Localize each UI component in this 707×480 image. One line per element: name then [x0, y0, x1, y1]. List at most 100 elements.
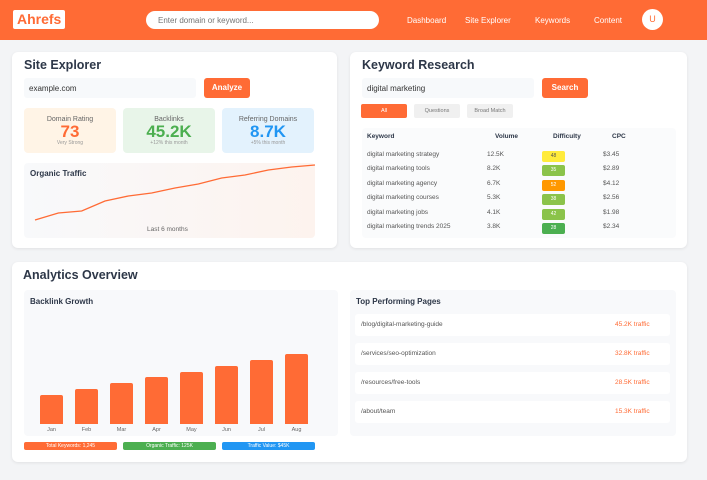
- logo[interactable]: Ahrefs: [13, 10, 66, 29]
- x-tick-label: Aug: [291, 427, 302, 433]
- keyword-input[interactable]: [362, 78, 534, 98]
- stat-label: Domain Rating: [46, 116, 94, 123]
- legend-item: Total Keywords: 1,245: [24, 442, 117, 450]
- keyword-row[interactable]: digital marketing tools 8.2K 35 $2.89: [367, 165, 667, 179]
- col-cpc[interactable]: CPC: [612, 133, 626, 140]
- keyword-cell: digital marketing courses: [367, 194, 439, 202]
- page-path[interactable]: /about/team: [361, 408, 396, 415]
- cpc-cell: $1.98: [603, 208, 620, 216]
- domain-input[interactable]: [24, 78, 196, 98]
- x-tick-label: Jan: [47, 427, 56, 433]
- volume-cell: 4.1K: [487, 208, 501, 216]
- difficulty-badge: 48: [542, 151, 565, 162]
- top-page-item[interactable]: /about/team 15.3K traffic: [355, 401, 670, 423]
- stat-sub: Very Strong: [56, 140, 84, 146]
- nav-dashboard[interactable]: Dashboard: [407, 16, 447, 25]
- organic-traffic-panel: [24, 163, 315, 238]
- col-difficulty[interactable]: Difficulty: [553, 133, 581, 140]
- stat-sub: +5% this month: [250, 140, 286, 146]
- page-traffic: 15.3K traffic: [615, 408, 650, 415]
- keyword-row[interactable]: digital marketing courses 5.3K 38 $2.56: [367, 194, 667, 208]
- difficulty-badge: 35: [542, 165, 565, 177]
- keyword-row[interactable]: digital marketing trends 2025 3.8K 28 $2…: [367, 223, 667, 237]
- keyword-row[interactable]: digital marketing jobs 4.1K 42 $1.98: [367, 208, 667, 223]
- keyword-row[interactable]: digital marketing agency 6.7K 52 $4.12: [367, 179, 667, 194]
- bar-feb[interactable]: [75, 389, 98, 424]
- page-traffic: 32.8K traffic: [615, 350, 650, 357]
- page-path[interactable]: /services/seo-optimization: [361, 350, 436, 357]
- cpc-cell: $4.12: [603, 179, 620, 187]
- x-tick-label: Apr: [152, 427, 161, 433]
- bar-apr[interactable]: [145, 377, 168, 424]
- avatar[interactable]: U: [642, 9, 663, 30]
- top-page-item[interactable]: /blog/digital-marketing-guide 45.2K traf…: [355, 314, 670, 336]
- stat-label: Backlinks: [154, 116, 184, 123]
- volume-cell: 3.8K: [487, 223, 501, 230]
- page-path[interactable]: /resources/free-tools: [361, 379, 421, 386]
- col-keyword[interactable]: Keyword: [367, 133, 395, 140]
- x-tick-label: Feb: [81, 427, 92, 433]
- x-tick-label: Mar: [116, 427, 127, 433]
- stat-card: Referring Domains 8.7K +5% this month: [222, 108, 314, 153]
- x-tick-label: Jun: [222, 427, 231, 433]
- keyword-table: [362, 128, 676, 238]
- stat-card: Backlinks 45.2K +12% this month: [123, 108, 215, 153]
- keyword-cell: digital marketing strategy: [367, 151, 440, 158]
- search-button[interactable]: Search: [542, 78, 588, 98]
- difficulty-badge: 42: [542, 208, 565, 220]
- volume-cell: 6.7K: [487, 179, 501, 187]
- analyze-button[interactable]: Analyze: [204, 78, 250, 98]
- nav-content[interactable]: Content: [594, 16, 623, 25]
- keyword-cell: digital marketing agency: [367, 179, 438, 187]
- stat-label: Referring Domains: [238, 116, 298, 123]
- keyword-row[interactable]: digital marketing strategy 12.5K 48 $3.4…: [367, 151, 667, 165]
- difficulty-badge: 28: [542, 223, 565, 234]
- bar-jul[interactable]: [250, 359, 273, 424]
- stat-sub: +12% this month: [150, 140, 188, 146]
- stat-value: 45.2K: [146, 122, 192, 141]
- bar-jun[interactable]: [215, 365, 238, 424]
- organic-traffic-title: Organic Traffic: [30, 169, 87, 178]
- bar-may[interactable]: [180, 371, 203, 424]
- bar-jan[interactable]: [40, 394, 63, 424]
- page-traffic: 28.5K traffic: [615, 379, 650, 386]
- keyword-cell: digital marketing tools: [367, 165, 430, 173]
- top-page-item[interactable]: /resources/free-tools 28.5K traffic: [355, 372, 670, 394]
- traffic-line: [34, 164, 316, 221]
- keyword-cell: digital marketing jobs: [367, 208, 429, 216]
- keyword-cell: digital marketing trends 2025: [367, 223, 451, 230]
- filter-broad-match[interactable]: Broad Match: [467, 104, 513, 118]
- volume-cell: 8.2K: [487, 165, 501, 173]
- traffic-caption: Last 6 months: [147, 226, 188, 233]
- volume-cell: 5.3K: [487, 194, 501, 202]
- filter-questions[interactable]: Questions: [414, 104, 460, 118]
- cpc-cell: $3.45: [603, 151, 620, 158]
- analytics-title: Analytics Overview: [23, 268, 138, 282]
- legend-item: Traffic Value: $45K: [222, 442, 315, 450]
- bar-aug[interactable]: [285, 354, 308, 424]
- difficulty-badge: 38: [542, 194, 565, 206]
- page-path[interactable]: /blog/digital-marketing-guide: [361, 321, 443, 328]
- filter-all[interactable]: All: [361, 104, 407, 118]
- stat-value: 8.7K: [250, 122, 286, 141]
- nav-site-explorer[interactable]: Site Explorer: [465, 16, 511, 25]
- site-explorer-title: Site Explorer: [24, 58, 102, 72]
- volume-cell: 12.5K: [487, 151, 504, 158]
- bar-mar[interactable]: [110, 383, 133, 424]
- cpc-cell: $2.56: [603, 194, 620, 202]
- difficulty-badge: 52: [542, 179, 565, 191]
- header-search-input[interactable]: [146, 11, 379, 29]
- cpc-cell: $2.89: [603, 165, 620, 173]
- stat-value: 73: [60, 122, 80, 141]
- stat-card: Domain Rating 73 Very Strong: [24, 108, 116, 153]
- top-header: Ahrefs Dashboard Site Explorer Keywords …: [0, 0, 707, 40]
- col-volume[interactable]: Volume: [495, 133, 518, 140]
- nav-keywords[interactable]: Keywords: [535, 16, 571, 25]
- keyword-research-title: Keyword Research: [362, 58, 475, 72]
- backlink-growth-title: Backlink Growth: [30, 297, 94, 306]
- top-pages-title: Top Performing Pages: [356, 297, 441, 306]
- page-traffic: 45.2K traffic: [615, 321, 650, 328]
- top-page-item[interactable]: /services/seo-optimization 32.8K traffic: [355, 343, 670, 365]
- cpc-cell: $2.34: [603, 223, 620, 230]
